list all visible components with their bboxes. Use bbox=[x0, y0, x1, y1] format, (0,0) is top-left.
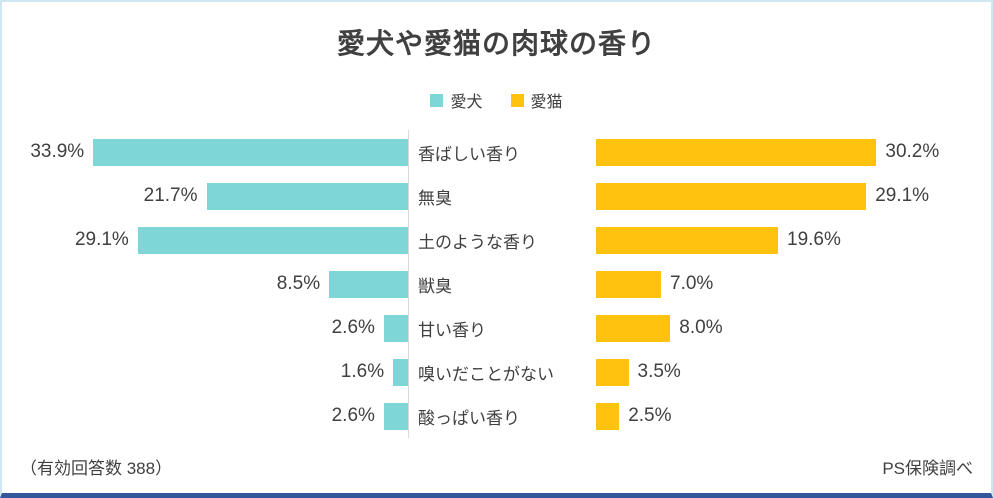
dog-bar-cell: 2.6% bbox=[16, 306, 408, 350]
category-label: 嗅いだことがない bbox=[408, 350, 596, 394]
cat-bar bbox=[596, 358, 629, 386]
chart-row: 2.6% 甘い香り 8.0% bbox=[16, 306, 977, 350]
cat-bar-cell: 29.1% bbox=[596, 174, 977, 218]
cat-value-label: 2.5% bbox=[628, 405, 672, 426]
dog-bar bbox=[393, 358, 408, 386]
dog-bar bbox=[137, 226, 408, 254]
dog-value-label: 8.5% bbox=[276, 273, 321, 294]
dog-value-label: 1.6% bbox=[340, 361, 385, 382]
cat-value-label: 8.0% bbox=[679, 317, 723, 338]
legend-label-cat: 愛猫 bbox=[530, 94, 563, 111]
dog-bar-cell: 1.6% bbox=[16, 350, 408, 394]
legend-item-dog: 愛犬 bbox=[430, 88, 483, 112]
cat-bar bbox=[596, 314, 671, 342]
dog-bar bbox=[329, 270, 408, 298]
chart-row: 1.6% 嗅いだことがない 3.5% bbox=[16, 350, 977, 394]
category-label: 獣臭 bbox=[408, 262, 596, 306]
category-label: 香ばしい香り bbox=[408, 130, 596, 174]
cat-bar bbox=[596, 270, 661, 298]
dog-bar bbox=[383, 402, 408, 430]
chart-row: 2.6% 酸っぱい香り 2.5% bbox=[16, 394, 977, 438]
category-label: 酸っぱい香り bbox=[408, 394, 596, 438]
dog-bar bbox=[383, 314, 408, 342]
dog-bar bbox=[93, 138, 408, 166]
cat-bar bbox=[596, 182, 867, 210]
dog-value-label: 2.6% bbox=[331, 317, 375, 338]
dog-value-label: 29.1% bbox=[74, 229, 129, 250]
legend: 愛犬 愛猫 bbox=[16, 88, 977, 112]
category-label: 甘い香り bbox=[408, 306, 596, 350]
source-note: PS保険調べ bbox=[882, 459, 973, 478]
category-label: 無臭 bbox=[408, 174, 596, 218]
dog-color-swatch bbox=[430, 93, 444, 107]
chart-row: 21.7% 無臭 29.1% bbox=[16, 174, 977, 218]
dog-value-label: 33.9% bbox=[30, 141, 85, 162]
cat-bar-cell: 8.0% bbox=[596, 306, 977, 350]
dog-value-label: 2.6% bbox=[331, 405, 375, 426]
cat-value-label: 3.5% bbox=[637, 361, 681, 382]
category-label: 土のような香り bbox=[408, 218, 596, 262]
footer: （有効回答数 388） PS保険調べ bbox=[16, 448, 977, 489]
cat-bar bbox=[596, 138, 877, 166]
cat-color-swatch bbox=[510, 93, 524, 107]
chart-row: 8.5% 獣臭 7.0% bbox=[16, 262, 977, 306]
dog-bar bbox=[206, 182, 408, 210]
sample-size-note: （有効回答数 388） bbox=[20, 459, 173, 478]
cat-value-label: 19.6% bbox=[787, 229, 841, 250]
cat-value-label: 30.2% bbox=[885, 141, 940, 162]
chart-rows: 33.9% 香ばしい香り 30.2% 21.7% 無臭 29.1% 29.1% 土のような香り… bbox=[16, 130, 977, 438]
chart-row: 29.1% 土のような香り 19.6% bbox=[16, 218, 977, 262]
cat-bar bbox=[596, 402, 620, 430]
chart-row: 33.9% 香ばしい香り 30.2% bbox=[16, 130, 977, 174]
dog-bar-cell: 29.1% bbox=[16, 218, 408, 262]
cat-value-label: 29.1% bbox=[875, 185, 930, 206]
cat-bar-cell: 19.6% bbox=[596, 218, 977, 262]
dog-bar-cell: 21.7% bbox=[16, 174, 408, 218]
cat-bar-cell: 3.5% bbox=[596, 350, 977, 394]
dog-bar-cell: 2.6% bbox=[16, 394, 408, 438]
legend-item-cat: 愛猫 bbox=[510, 88, 563, 112]
cat-bar-cell: 2.5% bbox=[596, 394, 977, 438]
chart-title: 愛犬や愛猫の肉球の香り bbox=[336, 28, 656, 59]
dog-bar-cell: 33.9% bbox=[16, 130, 408, 174]
cat-bar-cell: 30.2% bbox=[596, 130, 977, 174]
chart-area: 33.9% 香ばしい香り 30.2% 21.7% 無臭 29.1% 29.1% 土のような香り… bbox=[16, 120, 977, 448]
cat-bar-cell: 7.0% bbox=[596, 262, 977, 306]
legend-label-dog: 愛犬 bbox=[450, 94, 483, 111]
dog-bar-cell: 8.5% bbox=[16, 262, 408, 306]
dog-value-label: 21.7% bbox=[143, 185, 198, 206]
cat-bar bbox=[596, 226, 778, 254]
cat-value-label: 7.0% bbox=[670, 273, 714, 294]
